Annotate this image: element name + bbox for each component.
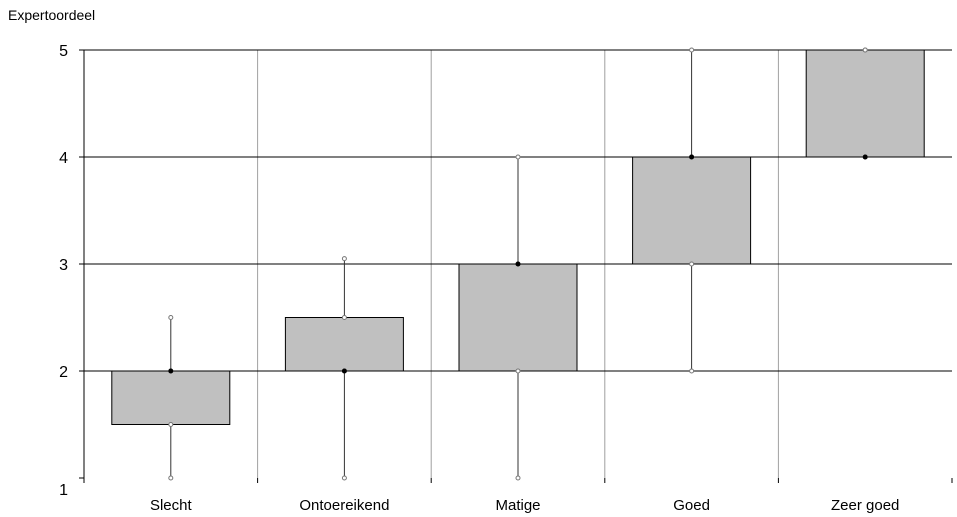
box [805, 49, 925, 158]
box-point-marker [862, 47, 868, 53]
box [632, 156, 752, 265]
box-point-marker [515, 368, 521, 374]
box [284, 317, 404, 372]
x-tick-label: Zeer goed [831, 497, 899, 514]
box [111, 370, 231, 425]
x-tick-label: Goed [673, 497, 710, 514]
box-point-marker [689, 368, 695, 374]
x-tick-label: Matige [495, 497, 540, 514]
median-marker [689, 154, 695, 160]
box-point-marker [515, 154, 521, 160]
box-point-marker [341, 256, 347, 262]
x-tick-label: Ontoereikend [299, 497, 389, 514]
box-point-marker [168, 475, 174, 481]
y-tick-label: 1 [59, 482, 68, 499]
median-marker [341, 368, 347, 374]
median-marker [515, 261, 521, 267]
x-tick-label: Slecht [150, 497, 193, 514]
median-marker [862, 154, 868, 160]
y-tick-label: 4 [59, 150, 68, 167]
y-tick-label: 5 [59, 43, 68, 60]
box-point-marker [168, 422, 174, 427]
y-tick-label: 2 [59, 364, 68, 381]
y-axis-label: Expertoordeel [8, 7, 96, 23]
box-point-marker [515, 475, 521, 481]
median-marker [168, 368, 174, 374]
box-point-marker [341, 315, 347, 320]
box-point-marker [168, 315, 174, 320]
box-point-marker [689, 261, 695, 267]
box-point-marker [689, 47, 695, 53]
box-point-marker [341, 475, 347, 481]
box [458, 263, 578, 372]
y-tick-label: 3 [59, 257, 68, 274]
